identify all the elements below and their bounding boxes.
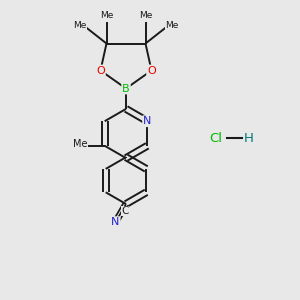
Text: C: C bbox=[121, 206, 129, 216]
Text: Cl: Cl bbox=[209, 131, 223, 145]
Text: Me: Me bbox=[165, 21, 178, 30]
Text: H: H bbox=[244, 131, 254, 145]
Text: O: O bbox=[147, 65, 156, 76]
Text: N: N bbox=[143, 116, 152, 126]
Text: N: N bbox=[111, 217, 120, 227]
Text: Me: Me bbox=[100, 11, 114, 20]
Text: O: O bbox=[96, 65, 105, 76]
Text: Me: Me bbox=[140, 11, 153, 20]
Text: B: B bbox=[122, 83, 130, 94]
Text: Me: Me bbox=[74, 21, 87, 30]
Text: Me: Me bbox=[74, 139, 88, 149]
